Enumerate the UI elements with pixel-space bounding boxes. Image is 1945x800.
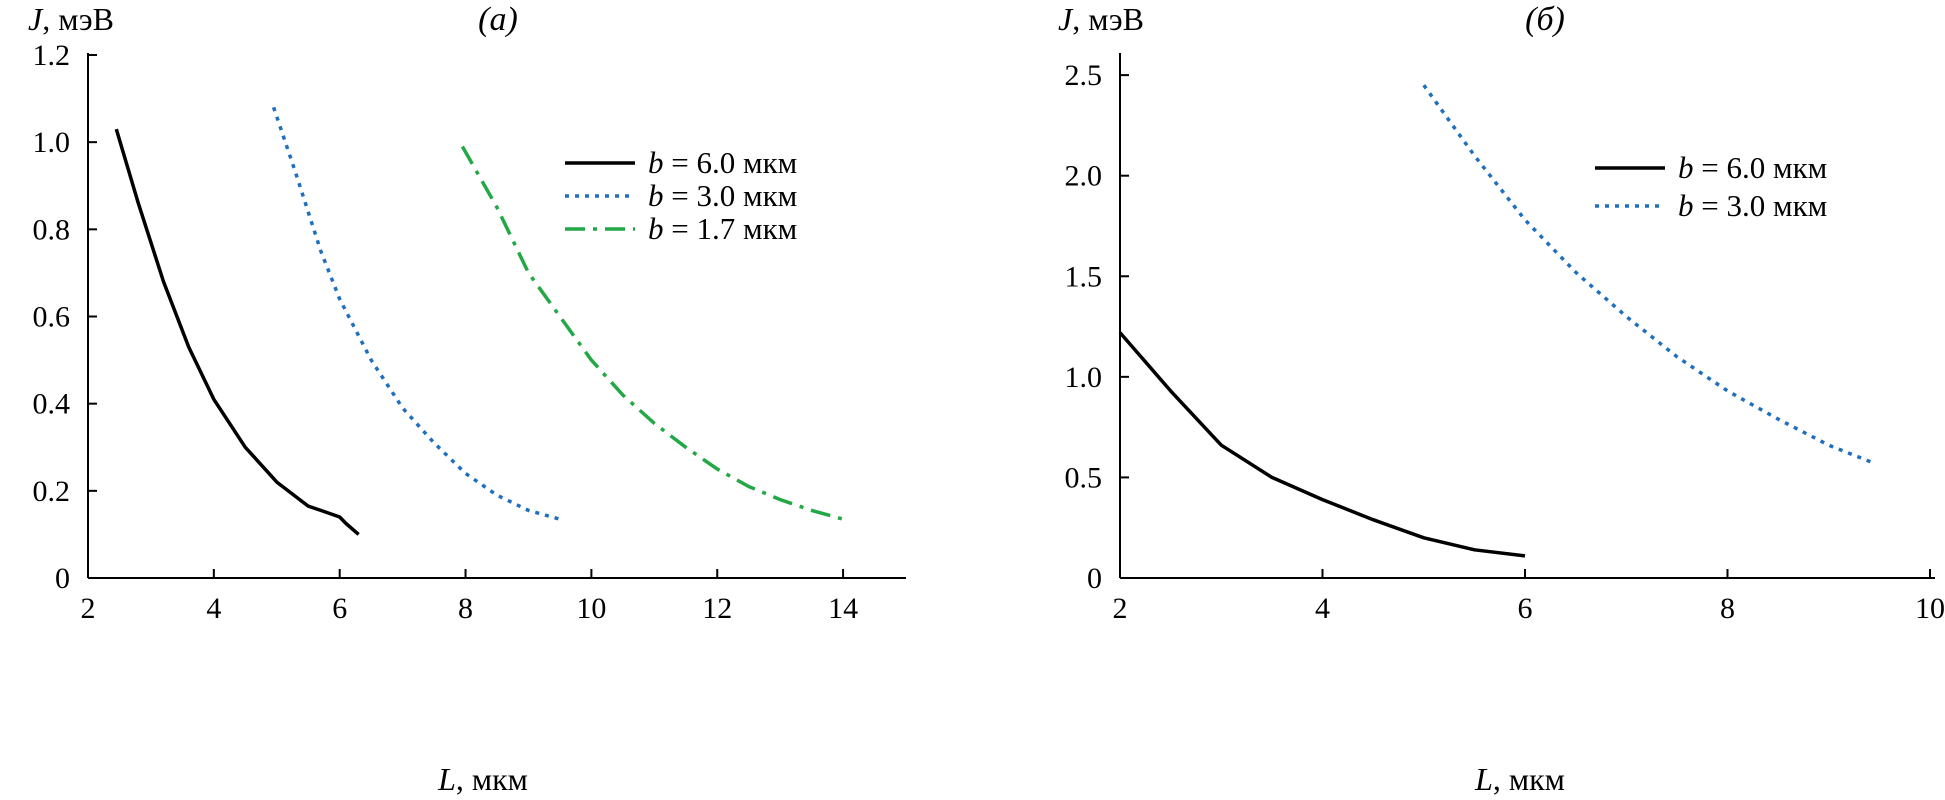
y-tick-label: 1.2: [33, 39, 71, 72]
x-tick-label: 10: [1915, 592, 1945, 625]
y-tick-label: 1.0: [33, 126, 71, 159]
x-tick-label: 6: [332, 592, 347, 625]
x-tick-label: 12: [702, 592, 732, 625]
series-line-2: [1422, 84, 1875, 465]
y-tick-label: 2.5: [1065, 59, 1103, 92]
y-tick-label: 0.4: [33, 388, 71, 421]
y-tick-label: 0.8: [33, 213, 71, 246]
chart-panel-b: 2 4 6 8 10 0 0.5 1.0 1.5 2.0 2.5 J, мэВ L, мкм (б) b =…: [1058, 1, 1945, 797]
x-tick-label: 10: [576, 592, 606, 625]
x-tick-label: 8: [458, 592, 473, 625]
y-tick-label: 0.2: [33, 475, 71, 508]
x-axis-title: L, мкм: [437, 761, 528, 797]
y-tick-label: 1.0: [1065, 361, 1103, 394]
y-tick-label: 0: [55, 562, 70, 595]
x-tick-label: 2: [1113, 592, 1128, 625]
y-tick-label: 0.5: [1065, 461, 1103, 494]
panel-label: (а): [478, 1, 518, 38]
series-line-3: [460, 145, 844, 521]
x-tick-label: 8: [1720, 592, 1735, 625]
x-tick-label: 14: [828, 592, 858, 625]
y-axis-title: J, мэВ: [28, 1, 114, 37]
chart-panel-a: 2 4 6 8 10 12 14 0 0.2 0.4 0.6 0.8 1.0 1.2J, мэВ L, мк…: [28, 1, 906, 797]
y-axis-title: J, мэВ: [1058, 1, 1144, 37]
legend-label-1: b = 6.0 мкм: [1678, 150, 1827, 185]
y-tick-label: 0.6: [33, 301, 71, 334]
series-line-2: [271, 106, 561, 521]
x-tick-label: 4: [206, 592, 221, 625]
series-line-1: [1118, 331, 1526, 558]
series-line-1: [114, 128, 360, 536]
x-tick-label: 6: [1518, 592, 1533, 625]
y-tick-label: 2.0: [1065, 160, 1103, 193]
x-tick-label: 4: [1315, 592, 1330, 625]
y-tick-label: 0: [1087, 562, 1102, 595]
legend-label-2: b = 3.0 мкм: [1678, 188, 1827, 223]
legend-label-1: b = 6.0 мкм: [648, 145, 797, 180]
legend-label-3: b = 1.7 мкм: [648, 211, 797, 246]
panel-label: (б): [1525, 1, 1565, 38]
legend-label-2: b = 3.0 мкм: [648, 178, 797, 213]
y-tick-label: 1.5: [1065, 260, 1103, 293]
x-tick-label: 2: [81, 592, 96, 625]
x-axis-title: L, мкм: [1474, 761, 1565, 797]
